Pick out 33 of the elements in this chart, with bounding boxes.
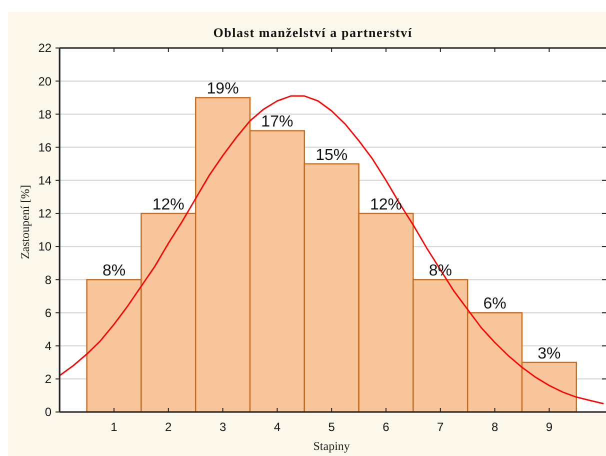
data-label: 15% [316,146,348,164]
x-tick-label: 3 [219,420,226,434]
x-tick-label: 1 [110,420,118,434]
y-tick-label: 2 [44,372,52,386]
line-series [60,95,604,404]
data-label: 12% [370,196,402,214]
x-tick-label: 4 [274,420,281,434]
y-tick-label: 16 [38,140,52,154]
y-tick-label: 22 [38,41,52,56]
y-tick-label: 20 [38,74,52,88]
y-tick-label: 10 [38,240,52,254]
y-tick-label: 14 [38,174,52,188]
y-tick-label: 18 [38,107,52,122]
x-axis-title: Stapiny [313,439,350,453]
y-tick-label: 0 [44,405,52,420]
y-tick-label: 6 [44,306,52,320]
y-tick-label: 12 [38,206,52,221]
x-tick-label: 7 [437,420,444,434]
data-label: 17% [261,114,294,131]
x-tick-label: 9 [546,420,553,434]
data-label: 6% [483,296,506,313]
x-tick-label: 2 [165,420,172,434]
chart-title: Oblast manželství a partnerství [213,25,412,40]
data-label: 8% [102,262,126,280]
y-tick-label: 4 [44,339,52,354]
data-label: 12% [152,196,184,214]
y-axis-title: Zastoupení [%] [18,184,32,260]
data-label: 19% [206,80,239,98]
x-tick-label: 6 [382,420,390,434]
x-tick-label: 8 [491,420,498,434]
x-tick-label: 5 [328,420,336,434]
data-label: 3% [538,345,561,362]
y-tick-label: 8 [44,272,52,287]
